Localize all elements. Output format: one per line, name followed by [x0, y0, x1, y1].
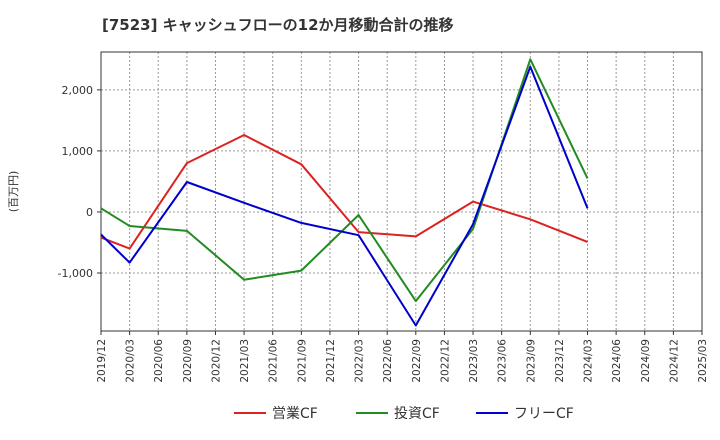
- y-tick-label: -1,000: [58, 267, 93, 280]
- x-tick-label: 2021/09: [296, 339, 308, 383]
- x-tick-label: 2022/09: [411, 339, 423, 383]
- x-tick-label: 2020/03: [125, 339, 137, 383]
- x-tick-label: 2021/12: [325, 339, 337, 383]
- plot-area: [101, 52, 702, 331]
- legend-label: フリーCF: [514, 406, 574, 422]
- legend-label: 投資CF: [394, 406, 440, 422]
- x-tick-label: 2023/09: [525, 339, 537, 383]
- x-tick-label: 2023/06: [497, 339, 509, 383]
- y-axis-label: (百万円): [7, 171, 20, 213]
- x-tick-label: 2021/03: [239, 339, 251, 383]
- legend: 営業CF 投資CF フリーCF: [234, 406, 574, 422]
- series-layer: [100, 58, 589, 327]
- plot-frame: [100, 51, 703, 332]
- x-tick-label: 2022/12: [439, 339, 451, 383]
- x-tick-label: 2023/12: [554, 339, 566, 383]
- axes: 2,000 1,000 0 -1,000 2019/12 2020/03 2020/06 20…: [7, 51, 709, 383]
- x-tick-label: 2020/09: [182, 339, 194, 383]
- x-tick-label: 2024/09: [640, 339, 652, 383]
- x-tick-label: 2024/03: [583, 339, 595, 383]
- y-tick-label: 0: [86, 206, 93, 219]
- x-tick-label: 2020/12: [210, 339, 222, 383]
- x-tick-label: 2023/03: [468, 339, 480, 383]
- x-tick-label: 2025/03: [697, 339, 709, 383]
- x-tick-label: 2024/06: [611, 339, 623, 383]
- x-tick-label: 2022/06: [382, 339, 394, 383]
- grid: [100, 52, 703, 331]
- series-line: [100, 65, 589, 327]
- x-tick-label: 2022/03: [354, 339, 366, 383]
- series-line: [100, 134, 588, 250]
- x-tick-label: 2020/06: [153, 339, 165, 383]
- chart-title: [7523] キャッシュフローの12か月移動合計の推移: [102, 16, 454, 34]
- y-tick-label: 1,000: [62, 145, 94, 158]
- x-tick-label: 2019/12: [96, 339, 108, 383]
- y-tick-label: 2,000: [62, 84, 94, 97]
- legend-label: 営業CF: [272, 406, 318, 422]
- x-tick-label: 2024/12: [668, 339, 680, 383]
- x-tick-label: 2021/06: [268, 339, 280, 383]
